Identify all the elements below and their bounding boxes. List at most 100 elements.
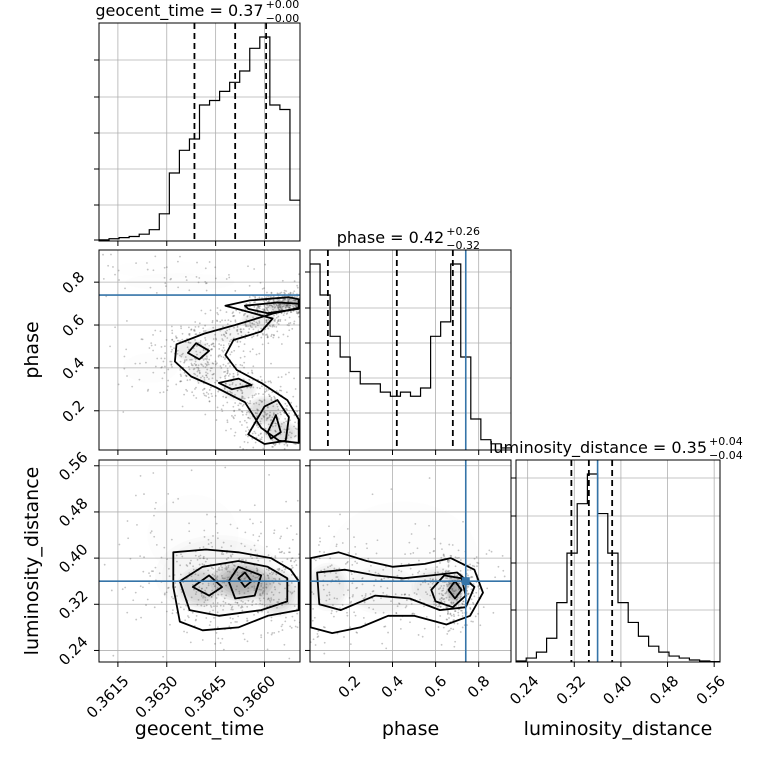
sample-point (456, 575, 459, 577)
sample-point (356, 631, 359, 634)
sample-point (216, 307, 219, 309)
sample-point (222, 346, 225, 349)
sample-point (503, 575, 506, 578)
sample-point (408, 541, 411, 544)
contour-line (172, 548, 300, 632)
sample-point (211, 377, 214, 380)
sample-point (281, 308, 283, 310)
sample-point (250, 385, 253, 388)
sample-point (256, 386, 259, 389)
sample-point (264, 306, 267, 309)
sample-point (210, 595, 213, 598)
sample-point (272, 336, 275, 339)
sample-point (291, 557, 294, 559)
sample-point (225, 567, 228, 570)
sample-point (281, 305, 284, 308)
sample-point (225, 311, 228, 313)
sample-point (209, 610, 211, 613)
sample-point (347, 589, 349, 592)
sample-point (304, 292, 306, 294)
sample-point (226, 401, 229, 404)
sample-point (228, 340, 231, 343)
sample-point (475, 591, 478, 594)
sample-point (456, 557, 459, 559)
sample-point (303, 304, 305, 306)
x-tick-label: 0.3615 (83, 672, 133, 722)
sample-point (252, 522, 254, 525)
sample-point (258, 305, 260, 308)
sample-point (240, 334, 243, 337)
sample-point (274, 443, 277, 446)
sample-point (110, 253, 112, 256)
sample-point (291, 615, 294, 618)
sample-point (419, 598, 421, 601)
sample-point (327, 617, 329, 619)
sample-point (441, 594, 444, 597)
sample-point (240, 402, 242, 405)
sample-point (457, 549, 460, 552)
sample-point (304, 635, 306, 637)
sample-point (470, 620, 473, 623)
sample-point (293, 280, 296, 283)
sample-point (268, 414, 271, 417)
sample-point (256, 569, 258, 572)
sample-point (167, 368, 170, 371)
sample-point (279, 433, 282, 436)
hist-bin (471, 419, 481, 450)
sample-point (278, 551, 281, 554)
contours-phase_vs_geocent_time (174, 296, 300, 445)
sample-point (456, 596, 459, 599)
sample-point (212, 342, 214, 345)
sample-point (438, 592, 441, 595)
sample-point (269, 559, 271, 562)
sample-point (354, 545, 357, 548)
sample-point (304, 565, 306, 567)
sample-point (256, 557, 258, 559)
sample-point (236, 329, 238, 332)
sample-point (252, 365, 255, 368)
sample-point (177, 602, 180, 605)
sample-point (226, 419, 229, 422)
sample-point (205, 374, 208, 377)
sample-point (273, 529, 276, 532)
sample-point (195, 591, 198, 593)
hist-bin (390, 396, 400, 450)
hist-bin (618, 603, 628, 662)
sample-point (245, 303, 248, 305)
sample-point (207, 396, 210, 399)
sample-point (275, 572, 278, 575)
sample-point (205, 364, 208, 367)
contour-line (310, 551, 484, 634)
sample-point (384, 625, 387, 628)
sample-point (260, 582, 263, 585)
sample-point (267, 554, 270, 556)
sample-point (275, 316, 278, 319)
sample-point (241, 609, 244, 612)
sample-point (217, 313, 219, 316)
sample-point (202, 365, 205, 368)
sample-point (279, 306, 282, 309)
sample-point (199, 340, 202, 342)
sample-point (112, 266, 114, 268)
sample-point (247, 416, 250, 419)
sample-point (274, 424, 277, 427)
sample-point (254, 301, 257, 304)
sample-point (255, 402, 258, 404)
sample-point (201, 389, 204, 391)
sample-point (363, 596, 366, 599)
sample-point (301, 533, 303, 535)
sample-point (287, 304, 290, 307)
sample-point (272, 412, 275, 414)
sample-point (195, 333, 198, 336)
sample-point (276, 568, 279, 571)
sample-point (187, 348, 190, 351)
sample-point (236, 585, 238, 588)
sample-point (253, 320, 256, 322)
sample-point (267, 300, 270, 302)
sample-point (203, 379, 206, 381)
sample-point (229, 333, 232, 336)
sample-point (268, 300, 270, 303)
sample-point (249, 555, 252, 558)
sample-point (172, 597, 175, 600)
sample-point (247, 372, 250, 374)
